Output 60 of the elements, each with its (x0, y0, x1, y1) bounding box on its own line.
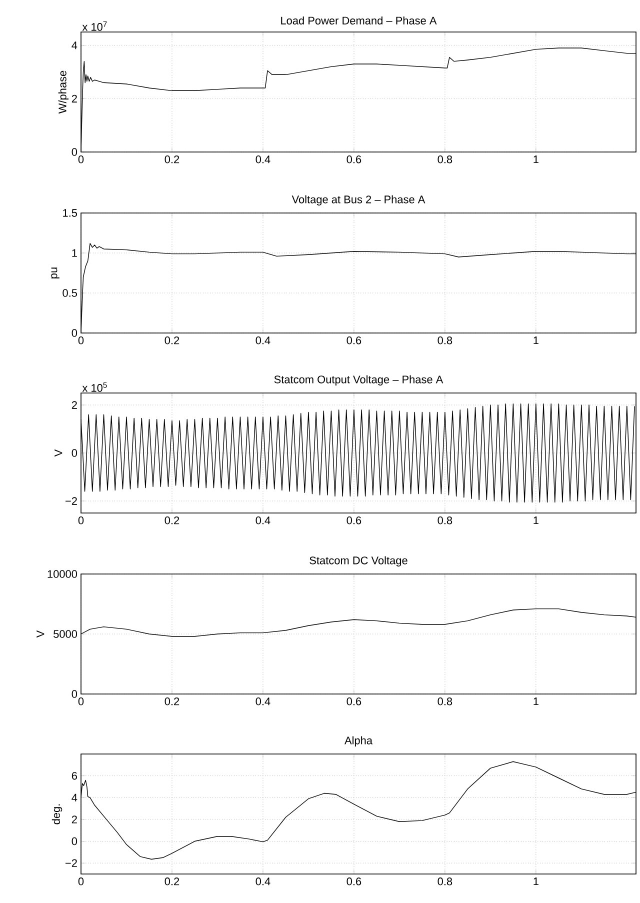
x-tick-label: 1 (534, 698, 538, 706)
y-tick-label: 0 (72, 690, 78, 698)
text: x 10$^{7}$ (82, 21, 107, 31)
y-tick-label: 2 (72, 816, 77, 824)
y-tick-label: 1 (72, 249, 77, 257)
y-axis-title: pu (51, 268, 60, 278)
x-tick-label: 0.2 (164, 156, 180, 164)
y-axis-title: deg. (52, 804, 62, 824)
x-tick-label: 0.8 (438, 156, 452, 164)
x-tick-label: 1 (534, 878, 538, 886)
x-tick-label: 0.2 (164, 698, 180, 706)
x-tick-label: 1 (534, 336, 538, 344)
x-tick-label: 0 (78, 698, 84, 706)
x-tick-label: 0 (78, 516, 84, 524)
chart-title: Load Power Demand – Phase A (281, 16, 437, 24)
x-tick-label: 0 (78, 156, 84, 164)
x-tick-label: 0.8 (438, 878, 452, 886)
y-tick-label: 5000 (54, 630, 78, 638)
y-axis-title: V (54, 449, 62, 457)
y-axis-title: W/phase (58, 70, 69, 114)
chart-title: Voltage at Bus 2 – Phase A (292, 195, 426, 206)
y-tick-label: 4 (72, 42, 78, 50)
x-tick-label: 0.4 (256, 698, 270, 706)
x-tick-label: 0.6 (346, 156, 362, 164)
text: x 10$^{5}$ (82, 382, 107, 392)
x-tick-label: 0.8 (438, 336, 452, 344)
x-tick-label: 0 (78, 336, 84, 344)
chart-title: Statcom DC Voltage (310, 556, 408, 566)
x-tick-label: 0.4 (256, 336, 270, 344)
x-tick-label: 1 (534, 516, 538, 524)
x-tick-label: 0.2 (164, 516, 180, 524)
x-tick-label: 0.6 (346, 336, 362, 344)
x-tick-label: 0.2 (164, 336, 180, 344)
x-tick-label: 0.6 (346, 516, 362, 524)
x-tick-label: 0.6 (346, 698, 362, 706)
x-tick-label: 0.8 (438, 698, 452, 706)
y-tick-label: 0 (72, 837, 78, 846)
y-tick-label: 6 (72, 772, 77, 780)
y-tick-label: 1.5 (63, 209, 78, 217)
y-tick-label: −2 (66, 497, 77, 505)
y-tick-label: 2 (72, 401, 77, 409)
y-tick-label: 2 (72, 94, 77, 102)
x-tick-label: 0.6 (346, 878, 362, 886)
chart-title: Alpha (344, 736, 373, 746)
x-tick-label: 0 (78, 878, 84, 886)
y-tick-label: 4 (72, 794, 78, 802)
x-tick-label: 0.2 (164, 878, 180, 886)
chart-title: Statcom Output Voltage – Phase A (274, 375, 444, 386)
y-tick-label: −2 (66, 859, 77, 867)
x-tick-label: 0.4 (256, 516, 270, 524)
y-tick-label: 0.5 (62, 289, 78, 297)
x-tick-label: 0.4 (256, 156, 270, 164)
x-tick-label: 0.8 (438, 516, 452, 524)
x-tick-label: 1 (534, 156, 538, 164)
y-tick-label: 0 (72, 148, 78, 156)
y-tick-label: 0 (72, 329, 78, 337)
y-tick-label: 0 (72, 449, 78, 457)
y-axis-title: V (36, 630, 44, 638)
x-tick-label: 0.4 (256, 878, 270, 886)
y-tick-label: 10000 (48, 570, 78, 578)
